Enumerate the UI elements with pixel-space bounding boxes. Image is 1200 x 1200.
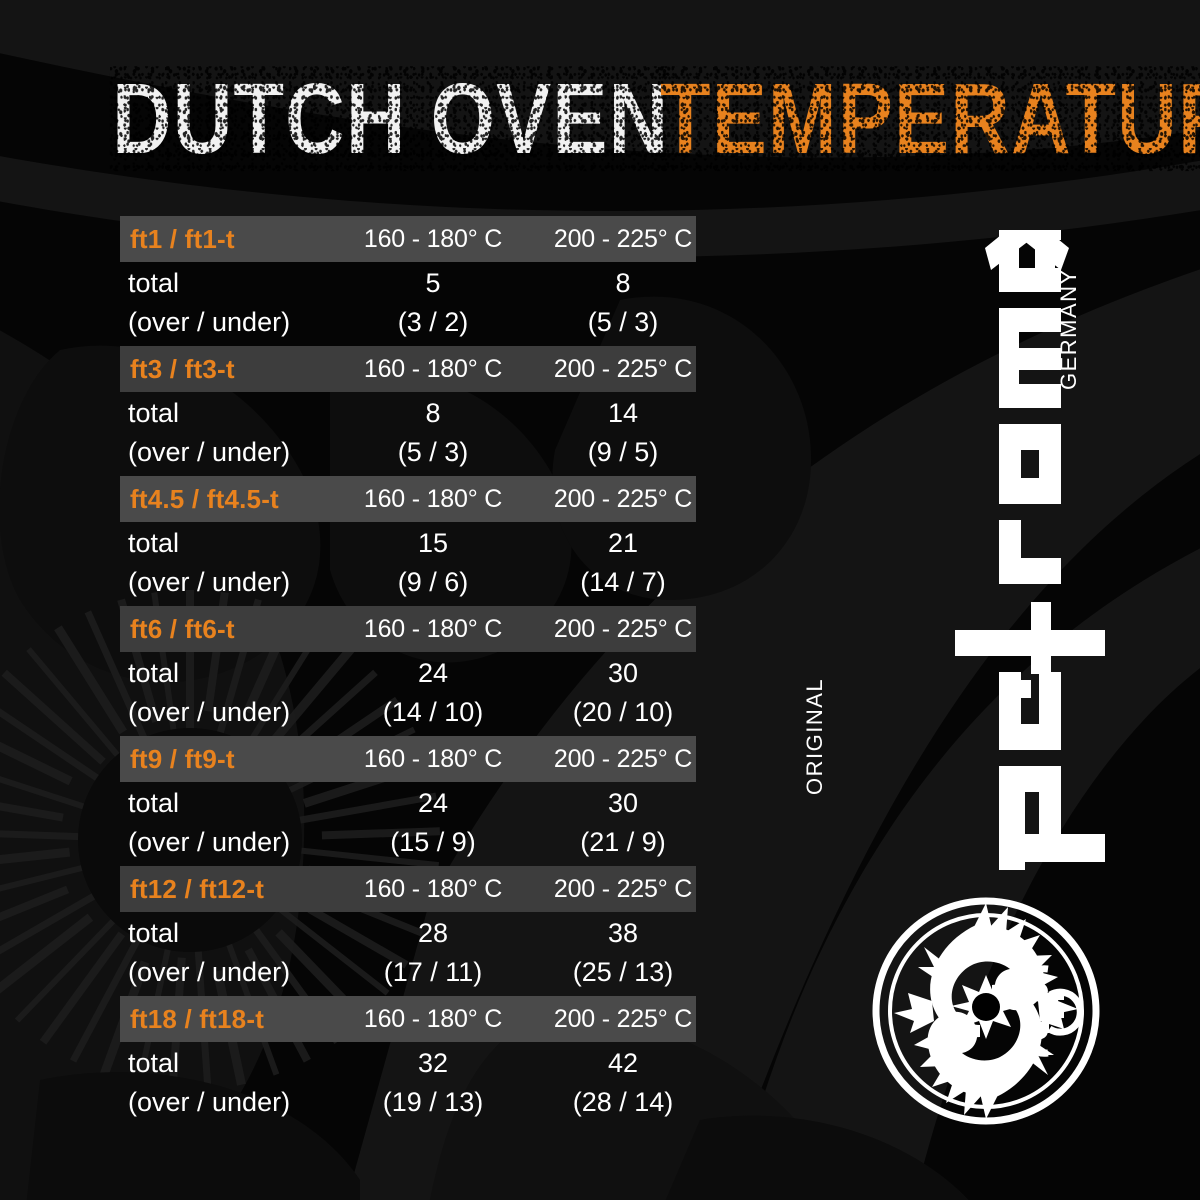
total-low-value: 24: [417, 788, 449, 818]
split-low-value: (3 / 2): [397, 307, 469, 337]
brand-germany-label: GERMANY: [1056, 268, 1081, 390]
table-row: ft4.5 / ft4.5-t 160 - 180° C 200 - 225° …: [120, 476, 696, 606]
temp-low-header: 160 - 180° C: [363, 354, 503, 383]
total-low-value: 24: [417, 658, 449, 688]
split-low-value: (5 / 3): [397, 437, 469, 467]
split-high-value: (14 / 7): [580, 567, 666, 597]
temp-low-header: 160 - 180° C: [363, 1004, 503, 1033]
table-row: ft6 / ft6-t 160 - 180° C 200 - 225° C to…: [120, 606, 696, 736]
total-high-value: 42: [607, 1048, 639, 1078]
total-low-value: 32: [417, 1048, 449, 1078]
split-low-value: (15 / 9): [390, 827, 476, 857]
brand-block: ORIGINAL GERMANY: [802, 205, 1110, 1125]
model-label: ft3 / ft3-t: [130, 353, 235, 384]
total-label: total: [128, 788, 180, 818]
dragon-seal-svg: [872, 897, 1100, 1125]
total-low-value: 5: [425, 268, 441, 298]
petromax-logotype-svg: [955, 230, 1105, 870]
model-label: ft9 / ft9-t: [130, 743, 235, 774]
model-label: ft18 / ft18-t: [130, 1003, 265, 1034]
temp-low-header: 160 - 180° C: [363, 614, 503, 643]
total-low-value: 15: [417, 528, 449, 558]
model-band: ft9 / ft9-t 160 - 180° C 200 - 225° C: [120, 736, 696, 782]
model-label: ft1 / ft1-t: [130, 223, 235, 254]
row-detail: total (over / under) 5 8 (3 / 2) (5 / 3): [120, 262, 696, 346]
total-label: total: [128, 398, 180, 428]
model-label: ft12 / ft12-t: [130, 873, 265, 904]
total-high-value: 8: [615, 268, 631, 298]
row-detail: total (over / under) 24 30 (14 / 10) (20…: [120, 652, 696, 736]
row-detail: total (over / under) 32 42 (19 / 13) (28…: [120, 1042, 696, 1126]
total-high-value: 30: [607, 788, 639, 818]
row-detail: total (over / under) 28 38 (17 / 11) (25…: [120, 912, 696, 996]
split-low-value: (14 / 10): [382, 697, 484, 727]
split-high-value: (25 / 13): [572, 957, 674, 987]
row-detail: total (over / under) 15 21 (9 / 6) (14 /…: [120, 522, 696, 606]
model-band: ft12 / ft12-t 160 - 180° C 200 - 225° C: [120, 866, 696, 912]
total-high-value: 38: [607, 918, 639, 948]
title-part-temperature-scale: TEMPERATURE SCALE: [657, 66, 1200, 172]
p-monogram: [1042, 988, 1084, 1036]
temp-high-header: 200 - 225° C: [553, 484, 693, 513]
split-low-value: (17 / 11): [383, 957, 483, 987]
split-high-value: (20 / 10): [572, 697, 674, 727]
over-under-label: (over / under): [128, 307, 291, 337]
temp-low-header: 160 - 180° C: [363, 484, 503, 513]
model-label: ft6 / ft6-t: [130, 613, 235, 644]
model-band: ft4.5 / ft4.5-t 160 - 180° C 200 - 225° …: [120, 476, 696, 522]
total-high-value: 21: [607, 528, 639, 558]
temp-high-header: 200 - 225° C: [553, 614, 693, 643]
temp-high-header: 200 - 225° C: [553, 744, 693, 773]
page-title: DUTCH OVEN TEMPERATURE SCALE: [109, 62, 1200, 175]
model-band: ft18 / ft18-t 160 - 180° C 200 - 225° C: [120, 996, 696, 1042]
split-high-value: (21 / 9): [580, 827, 666, 857]
temperature-table: ft1 / ft1-t 160 - 180° C 200 - 225° C to…: [120, 216, 696, 1126]
over-under-label: (over / under): [128, 1087, 291, 1117]
central-star: [951, 975, 1021, 1039]
over-under-label: (over / under): [128, 437, 291, 467]
split-low-value: (19 / 13): [382, 1087, 484, 1117]
model-band: ft6 / ft6-t 160 - 180° C 200 - 225° C: [120, 606, 696, 652]
temp-high-header: 200 - 225° C: [553, 224, 693, 253]
total-label: total: [128, 918, 180, 948]
table-row: ft3 / ft3-t 160 - 180° C 200 - 225° C to…: [120, 346, 696, 476]
total-label: total: [128, 528, 180, 558]
temp-low-header: 160 - 180° C: [363, 224, 503, 253]
temp-high-header: 200 - 225° C: [553, 1004, 693, 1033]
total-label: total: [128, 1048, 180, 1078]
temp-high-header: 200 - 225° C: [553, 354, 693, 383]
model-band: ft1 / ft1-t 160 - 180° C 200 - 225° C: [120, 216, 696, 262]
temp-low-header: 160 - 180° C: [363, 874, 503, 903]
row-detail: total (over / under) 8 14 (5 / 3) (9 / 5…: [120, 392, 696, 476]
table-row: ft1 / ft1-t 160 - 180° C 200 - 225° C to…: [120, 216, 696, 346]
row-detail: total (over / under) 24 30 (15 / 9) (21 …: [120, 782, 696, 866]
total-low-value: 28: [417, 918, 449, 948]
split-high-value: (28 / 14): [572, 1087, 674, 1117]
total-high-value: 30: [607, 658, 639, 688]
split-high-value: (9 / 5): [587, 437, 659, 467]
temp-high-header: 200 - 225° C: [553, 874, 693, 903]
total-low-value: 8: [425, 398, 441, 428]
total-label: total: [128, 658, 180, 688]
total-label: total: [128, 268, 180, 298]
model-band: ft3 / ft3-t 160 - 180° C 200 - 225° C: [120, 346, 696, 392]
title-part-dutch-oven: DUTCH OVEN: [109, 62, 672, 175]
over-under-label: (over / under): [128, 567, 291, 597]
over-under-label: (over / under): [128, 697, 291, 727]
table-row: ft9 / ft9-t 160 - 180° C 200 - 225° C to…: [120, 736, 696, 866]
split-high-value: (5 / 3): [587, 307, 659, 337]
brand-original-label: ORIGINAL: [802, 677, 827, 795]
over-under-label: (over / under): [128, 827, 291, 857]
spiral-ornaments: [1022, 965, 1049, 1057]
over-under-label: (over / under): [128, 957, 291, 987]
split-low-value: (9 / 6): [397, 567, 469, 597]
total-high-value: 14: [607, 398, 639, 428]
petromax-wordmark: [955, 230, 1105, 870]
table-row: ft12 / ft12-t 160 - 180° C 200 - 225° C …: [120, 866, 696, 996]
petromax-dragon-seal-icon: [872, 897, 1100, 1125]
model-label: ft4.5 / ft4.5-t: [130, 483, 279, 514]
table-row: ft18 / ft18-t 160 - 180° C 200 - 225° C …: [120, 996, 696, 1126]
temp-low-header: 160 - 180° C: [363, 744, 503, 773]
